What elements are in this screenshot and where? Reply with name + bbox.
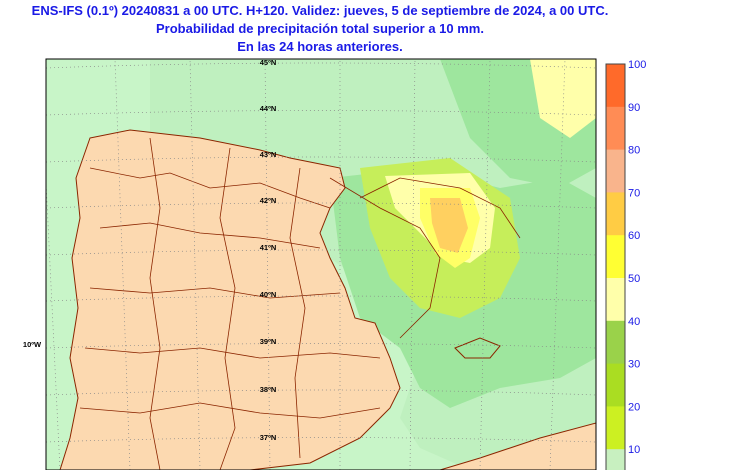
legend: 100 90 80 70 60 50 40 30 20 10 (605, 59, 646, 470)
graticule (46, 59, 596, 470)
map-frame (45, 58, 597, 470)
legend-color-bar (605, 63, 626, 470)
legend-label: 10 (628, 444, 640, 456)
lat-label-39: 39ºN (260, 337, 277, 346)
legend-swatch (606, 320, 625, 365)
lat-label-37: 37ºN (260, 433, 277, 442)
legend-label: 100 (628, 59, 646, 71)
balearic-islands (454, 337, 501, 359)
lon-label-10w: 10ºW (23, 340, 42, 349)
legend-swatch (606, 449, 625, 470)
legend-swatch (606, 406, 625, 450)
lat-label-38: 38ºN (260, 385, 277, 394)
legend-label: 30 (628, 359, 640, 371)
legend-labels: 100 90 80 70 60 50 40 30 20 10 (628, 59, 646, 456)
title-line-2: Probabilidad de precipitación total supe… (156, 21, 484, 36)
lat-label-42: 42ºN (260, 196, 277, 205)
lat-label-41: 41ºN (260, 243, 277, 252)
legend-label: 70 (628, 187, 640, 199)
legend-swatch (606, 192, 625, 236)
legend-label: 80 (628, 145, 640, 157)
orange-area (430, 198, 468, 253)
africa-land (439, 422, 596, 470)
legend-swatch (606, 278, 625, 322)
legend-label: 20 (628, 401, 640, 413)
legend-swatch (606, 235, 625, 279)
title-line-1: ENS-IFS (0.1º) 20240831 a 00 UTC. H+120.… (31, 3, 609, 18)
lat-label-45: 45ºN (260, 58, 277, 67)
legend-swatch (606, 149, 625, 193)
iberia-land (59, 129, 401, 470)
title-line-3: En las 24 horas anteriores. (237, 39, 403, 54)
lat-label-43: 43ºN (260, 150, 277, 159)
region-borders (79, 137, 521, 470)
legend-swatch (606, 363, 625, 407)
probability-map: 45ºN 44ºN 43ºN 42ºN 41ºN 40ºN 39ºN 38ºN … (23, 58, 597, 470)
legend-label: 50 (628, 273, 640, 285)
lat-label-44: 44ºN (260, 104, 277, 113)
legend-label: 60 (628, 230, 640, 242)
light-yellow-north (530, 59, 596, 138)
legend-label: 90 (628, 102, 640, 114)
legend-bar-outline (605, 63, 626, 470)
legend-swatch (606, 64, 625, 108)
legend-swatch (606, 106, 625, 151)
legend-label: 40 (628, 316, 640, 328)
lat-label-40: 40ºN (260, 290, 277, 299)
